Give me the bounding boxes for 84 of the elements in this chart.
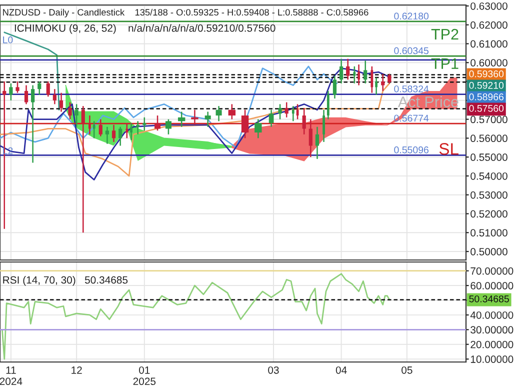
x-tick-label: 11 2024 — [0, 366, 22, 386]
candlestick — [308, 118, 312, 158]
ref-line-label: 0.58324 — [394, 85, 429, 92]
y-tick-label: 0.57000 — [470, 116, 508, 124]
y-tick-label: 0.51000 — [470, 229, 508, 236]
line-series — [4, 32, 60, 111]
candlestick — [136, 120, 140, 136]
candlestick — [358, 64, 360, 86]
y-tick-label: 0.63000 — [470, 2, 508, 10]
candlestick — [118, 126, 122, 146]
ref-line-label: 0.58966 — [469, 93, 504, 100]
y-tick-label: 10.00000 — [470, 356, 514, 363]
x-tick-label: 05 — [402, 366, 412, 374]
candlestick — [59, 92, 64, 112]
x-tick-label: 12 — [72, 366, 82, 374]
candlestick — [353, 66, 356, 84]
text: ICHIMOKU (9, 26, 52) n/a/n/a/n/a/n/a/0.59210/0.57560 — [14, 24, 276, 34]
y-tick-label: 40.00000 — [470, 311, 514, 319]
candlestick — [268, 109, 274, 128]
annotation: TP2 — [431, 28, 458, 40]
y-tick-label: 0.60000 — [470, 59, 508, 66]
candlestick — [326, 90, 330, 120]
candlestick — [322, 109, 325, 143]
x-tick-label: 01 2025 — [133, 366, 156, 386]
ref-line-label: 0.57560 — [469, 104, 504, 112]
ref-line-label: 50.34685 — [469, 295, 509, 302]
candlestick — [74, 104, 78, 128]
candlestick — [364, 60, 368, 84]
candlestick — [292, 105, 294, 122]
candlestick — [375, 77, 378, 96]
candlestick — [24, 84, 28, 105]
ref-line-label: 0.60345 — [394, 47, 429, 54]
candlestick — [88, 114, 91, 136]
candlestick — [16, 80, 20, 94]
y-tick-label: 0.61000 — [470, 40, 508, 48]
candlestick — [31, 84, 35, 164]
y-tick-label: 0.54000 — [470, 172, 508, 180]
candlestick — [332, 75, 337, 100]
candlestick — [142, 116, 146, 132]
y-tick-label: 0.53000 — [470, 191, 508, 199]
y-tick-label: 30.00000 — [470, 326, 514, 334]
ref-line-label: 0.62180 — [394, 12, 429, 20]
candlestick — [302, 107, 306, 136]
candlestick — [284, 102, 288, 118]
candlestick — [315, 126, 320, 160]
y-tick-label: 0.62000 — [470, 21, 508, 29]
candlestick — [381, 73, 385, 92]
annotation: L0 — [3, 36, 13, 44]
ref-line-label: 0.55096 — [394, 146, 428, 154]
chart-title: NZDUSD - Daily - Candlestick 135/188 - O:0.59325 - H:0.59408 - L:0.58888 - C:0.58966 — [3, 8, 368, 18]
y-tick-label: 70.00000 — [470, 267, 514, 275]
line-series — [0, 82, 390, 177]
y-tick-label: 60.00000 — [470, 282, 514, 290]
ref-line-label: 0.59210 — [469, 82, 504, 89]
annotation: TP1 — [431, 58, 458, 69]
candlestick — [9, 82, 13, 102]
candlestick — [105, 126, 110, 144]
candlestick — [92, 120, 96, 139]
y-tick-label: 0.50000 — [470, 248, 508, 256]
candlestick — [52, 88, 56, 105]
candlestick — [46, 80, 50, 98]
text: RSI (14, 70, 30) 50.34685 — [3, 276, 128, 286]
y-tick-label: 20.00000 — [470, 340, 514, 348]
ref-line-label: 0.59360 — [469, 70, 504, 78]
candlestick — [339, 58, 344, 84]
candlestick — [81, 105, 85, 234]
candlestick — [112, 124, 116, 143]
candlestick — [38, 80, 42, 96]
x-tick-label: 03 — [268, 366, 279, 374]
candlestick — [278, 104, 282, 120]
candlestick — [98, 118, 102, 137]
candlestick — [68, 102, 72, 120]
candlestick — [370, 66, 374, 94]
x-tick-label: 04 — [336, 366, 347, 374]
candlestick — [346, 58, 350, 80]
line-series — [1, 273, 390, 360]
candlestick — [388, 73, 392, 84]
candlestick — [126, 122, 128, 139]
candlestick — [130, 122, 132, 141]
y-tick-label: 0.55000 — [470, 154, 508, 161]
y-tick-label: 0.52000 — [470, 210, 508, 218]
annotation: SL — [439, 143, 458, 155]
line-series — [0, 66, 338, 148]
y-tick-label: 0.56000 — [470, 134, 508, 142]
